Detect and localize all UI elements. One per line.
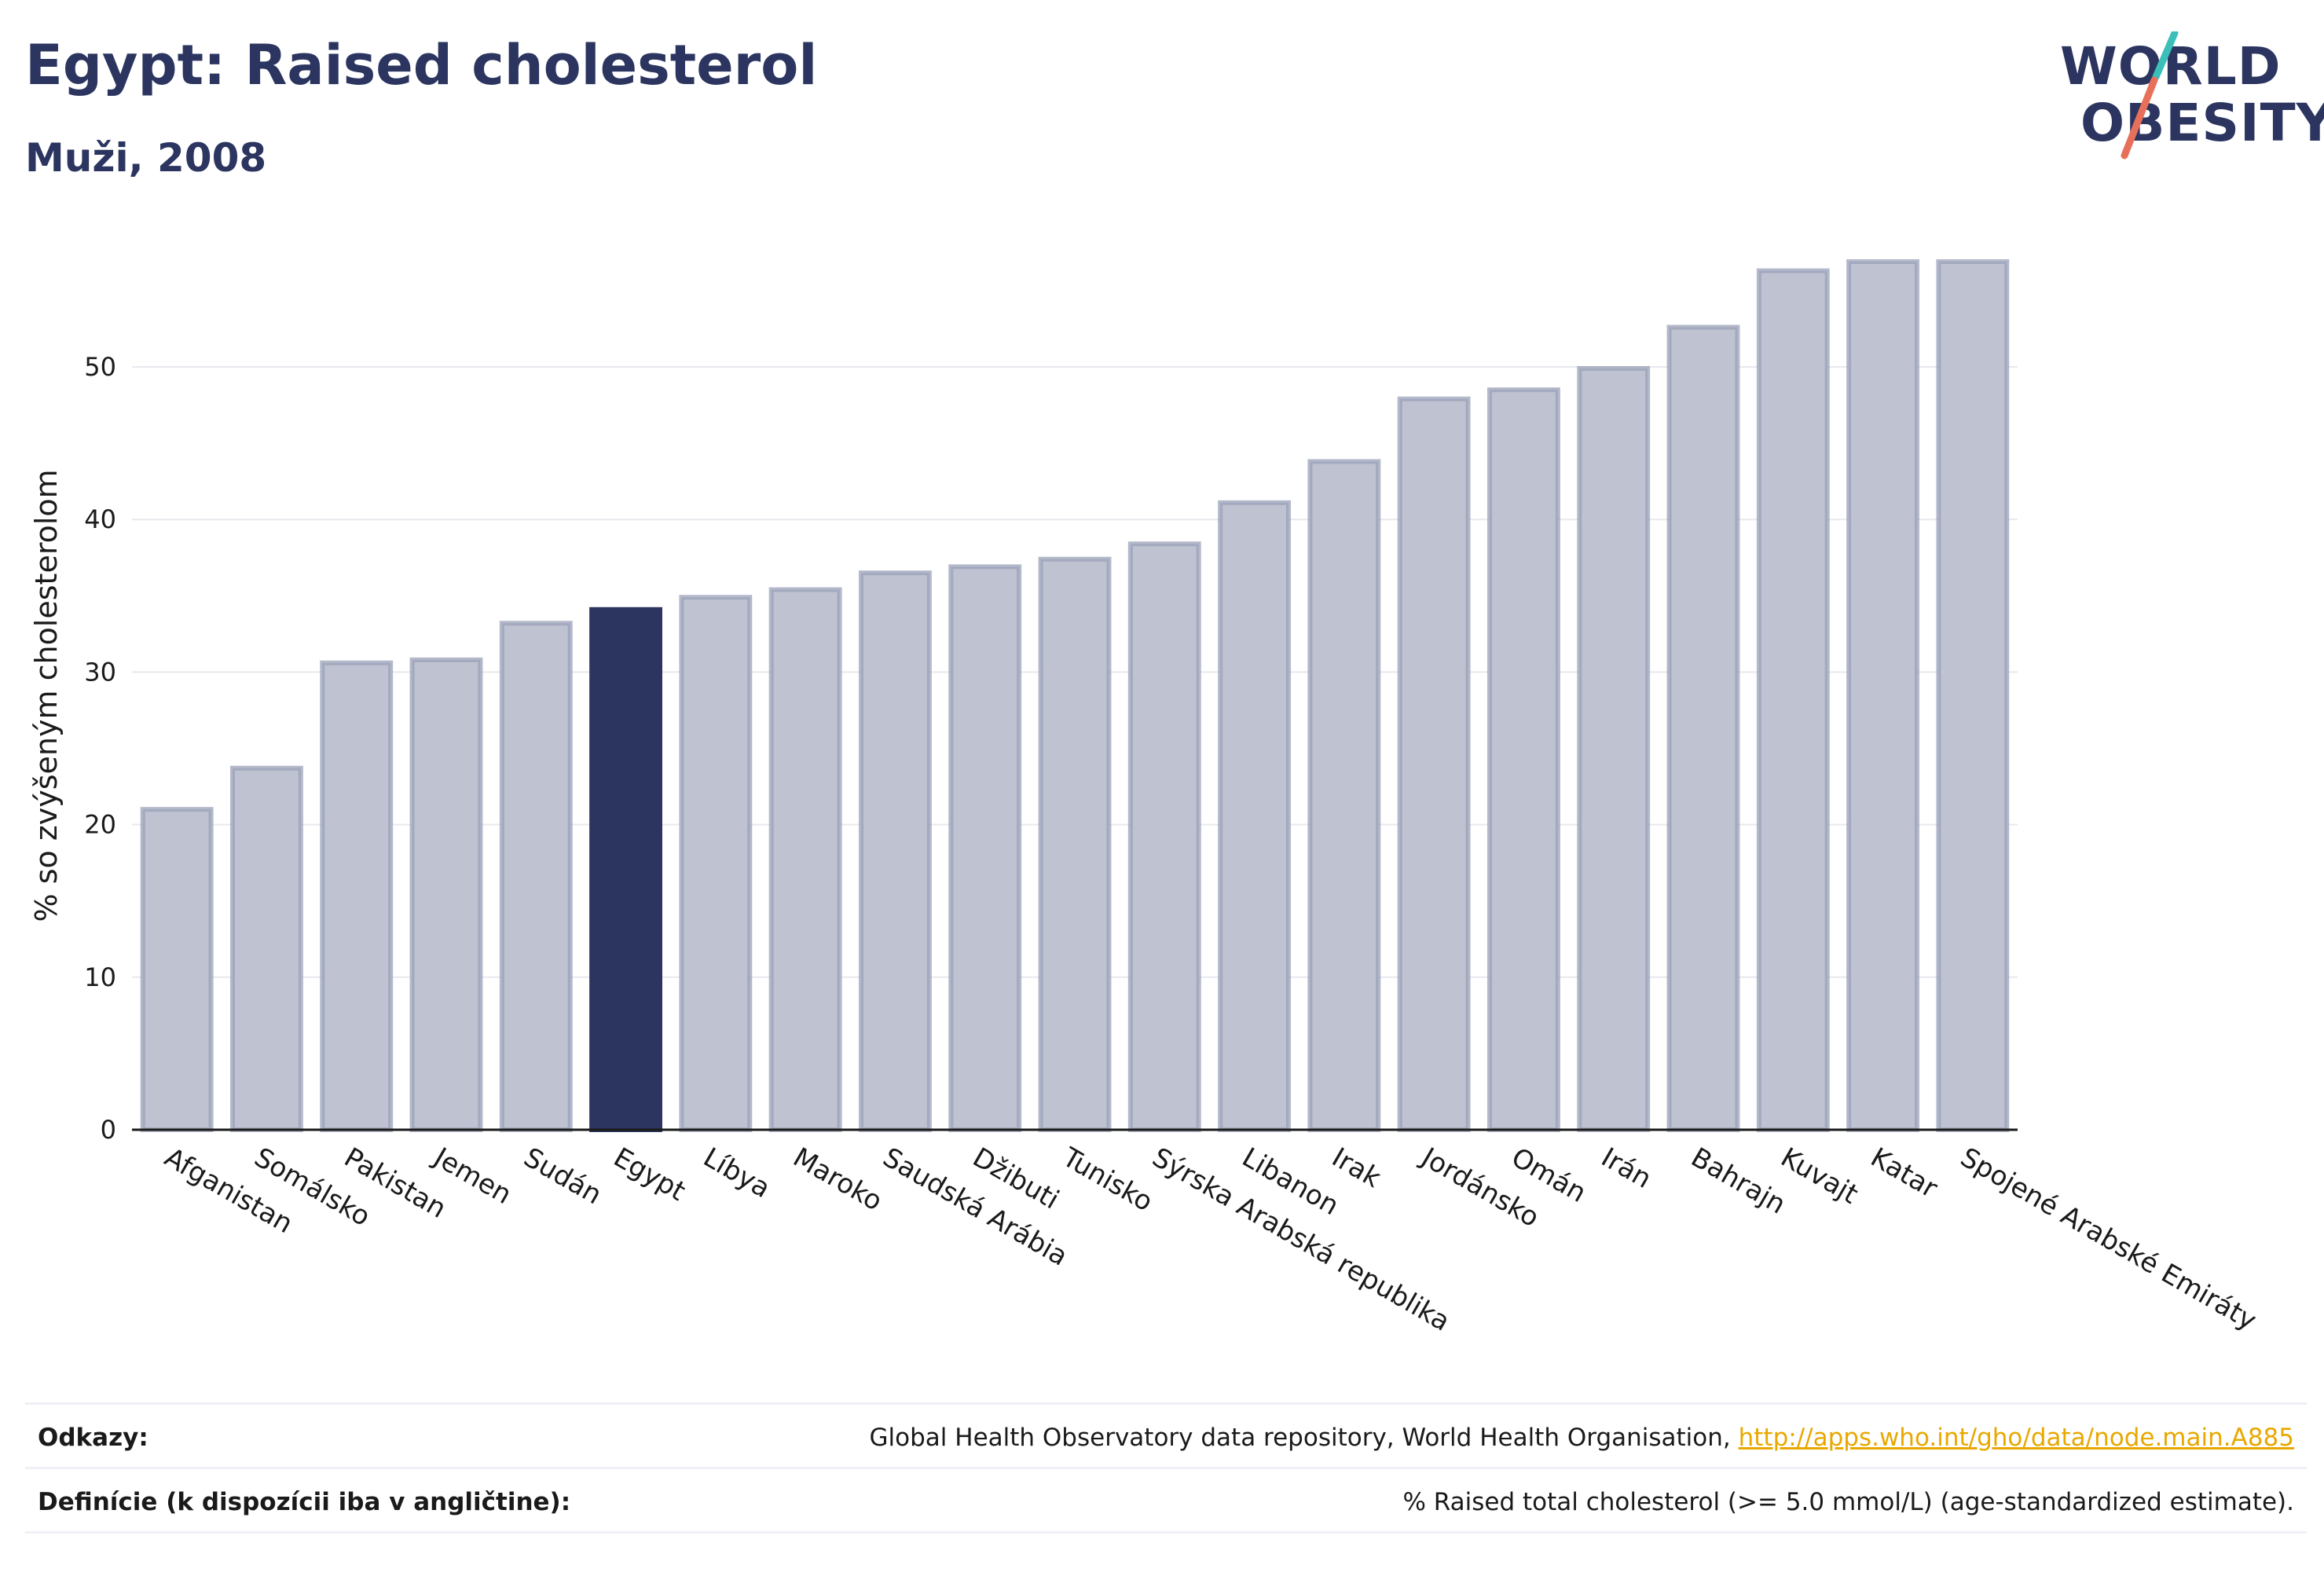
- bar-katar: [1846, 259, 1919, 1133]
- logo-slash-icon: [2121, 31, 2179, 159]
- x-tick-label: Kuvajt: [1776, 1142, 1864, 1211]
- bar-egypt: [589, 607, 663, 1132]
- y-tick-label: 0: [101, 1115, 116, 1145]
- x-tick-label: Egypt: [608, 1142, 691, 1208]
- bar-líbya: [679, 595, 753, 1132]
- bar-jordánsko: [1397, 396, 1471, 1133]
- bar-irak: [1307, 459, 1381, 1132]
- bar-omán: [1487, 387, 1560, 1132]
- bar-afganistan: [140, 807, 214, 1132]
- sources-text: Global Health Observatory data repositor…: [869, 1424, 1739, 1452]
- x-tick-label: Sudán: [519, 1142, 607, 1211]
- x-tick-label: Katar: [1865, 1142, 1943, 1204]
- x-tick-label: Bahrajn: [1686, 1142, 1791, 1220]
- definitions-label: Definície (k dispozícii iba v angličtine…: [38, 1488, 571, 1516]
- bar-saudská-arábia: [859, 570, 932, 1133]
- x-tick-label: Irak: [1326, 1142, 1386, 1194]
- x-tick-label: Maroko: [788, 1142, 888, 1217]
- bar-bahrajn: [1666, 324, 1740, 1132]
- bar-pakistan: [320, 660, 394, 1132]
- bar-sýrska-arabská-republika: [1127, 541, 1201, 1133]
- bar-libanon: [1218, 500, 1291, 1132]
- sources-label: Odkazy:: [38, 1424, 148, 1452]
- bar-tunisko: [1038, 556, 1112, 1132]
- bar-irán: [1577, 365, 1651, 1132]
- bar-džibuti: [948, 564, 1022, 1133]
- bar-spojené-arabské-emiráty: [1936, 259, 2010, 1133]
- bar-kuvajt: [1756, 268, 1830, 1132]
- sources-row: Odkazy: Global Health Observatory data r…: [25, 1402, 2307, 1468]
- x-tick-label: Líbya: [698, 1142, 775, 1204]
- definitions-row: Definície (k dispozícii iba v angličtine…: [25, 1467, 2307, 1532]
- y-axis-label: % so zvýšeným cholesterolom: [29, 469, 64, 922]
- sources-value: Global Health Observatory data repositor…: [870, 1424, 2294, 1452]
- bar-sudán: [499, 621, 573, 1132]
- sources-link[interactable]: http://apps.who.int/gho/data/node.main.A…: [1738, 1424, 2294, 1452]
- x-tick-label: Spojené Arabské Emiráty: [1955, 1142, 2261, 1336]
- page-title: Egypt: Raised cholesterol: [25, 33, 818, 97]
- x-tick-label: Irán: [1596, 1142, 1656, 1195]
- bar-somálsko: [230, 765, 303, 1132]
- world-obesity-logo[interactable]: WORLD OBESITY: [2043, 31, 2324, 165]
- bar-jemen: [409, 657, 483, 1132]
- footer-divider: [25, 1531, 2307, 1534]
- y-tick-label: 30: [84, 657, 116, 687]
- page-subtitle: Muži, 2008: [25, 135, 267, 181]
- y-tick-label: 50: [84, 352, 116, 382]
- y-tick-label: 20: [84, 810, 116, 840]
- bar-maroko: [768, 587, 842, 1133]
- x-tick-label: Tunisko: [1057, 1142, 1158, 1219]
- definitions-value: % Raised total cholesterol (>= 5.0 mmol/…: [1402, 1488, 2294, 1516]
- y-tick-label: 40: [84, 504, 116, 534]
- y-tick-label: 10: [84, 962, 116, 992]
- logo-line-2: OBESITY: [2080, 93, 2324, 153]
